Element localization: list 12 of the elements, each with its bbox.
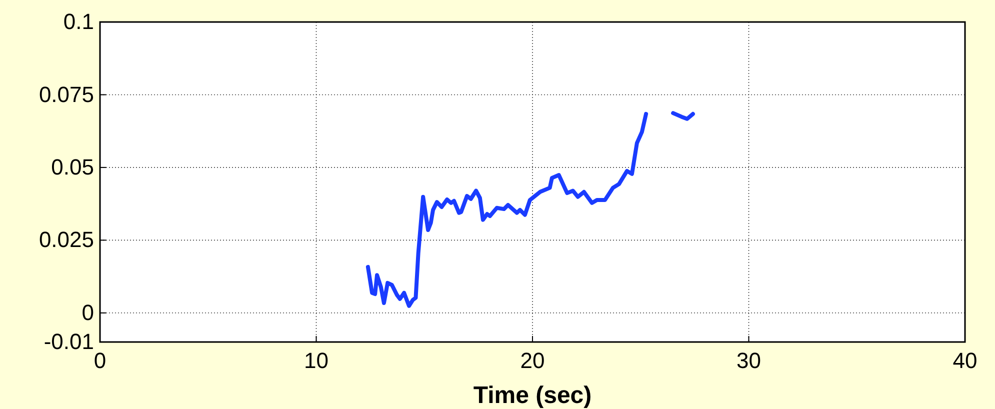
x-tick-label: 30: [736, 348, 761, 373]
x-tick-label: 10: [304, 348, 328, 373]
y-tick-label: 0.1: [63, 9, 94, 34]
y-tick-label: 0: [82, 300, 94, 325]
y-tick-label: 0.025: [38, 227, 94, 252]
line-series: [366, 112, 648, 308]
x-tick-label: 20: [520, 348, 545, 373]
y-tick-label: 0.075: [38, 82, 94, 107]
y-tick-label: 0.05: [51, 154, 94, 180]
x-axis-title: Time (sec): [473, 382, 592, 409]
x-tick-label: 40: [952, 348, 978, 373]
y-tick-label: -0.01: [44, 329, 94, 354]
